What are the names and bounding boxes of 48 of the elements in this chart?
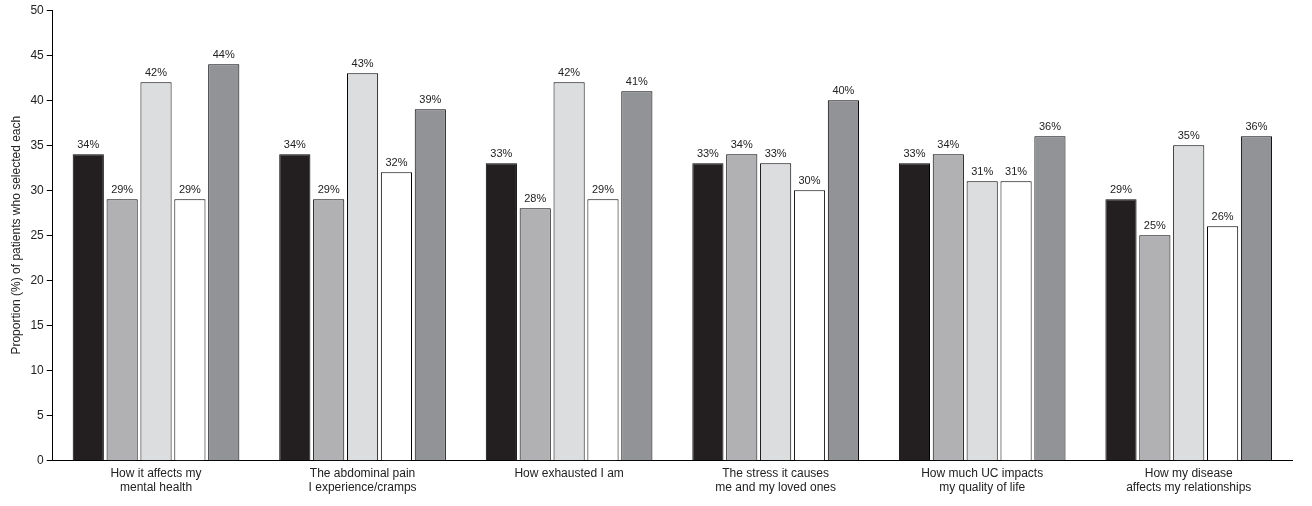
y-tick-label: 25 xyxy=(30,227,45,242)
y-tick-label: 45 xyxy=(30,47,45,62)
data-label: 36% xyxy=(1038,119,1062,132)
data-label: 33% xyxy=(903,146,926,159)
data-label: 35% xyxy=(1177,128,1200,141)
data-label: 31% xyxy=(971,164,994,177)
data-label: 29% xyxy=(317,182,340,195)
y-tick-label: 30 xyxy=(30,182,45,197)
data-label: 34% xyxy=(937,137,960,150)
y-tick-label: 40 xyxy=(30,92,45,107)
data-label: 28% xyxy=(524,191,547,204)
data-label: 29% xyxy=(591,182,615,195)
data-label: 44% xyxy=(212,47,235,60)
data-label: 25% xyxy=(1143,218,1167,231)
y-tick-label: 20 xyxy=(30,272,45,287)
y-tick-label: 5 xyxy=(37,407,45,422)
y-tick-label: 35 xyxy=(30,137,45,152)
x-tick-label: How exhausted I am xyxy=(514,465,624,480)
data-label: 33% xyxy=(696,146,720,159)
data-label: 40% xyxy=(832,83,855,96)
data-label: 29% xyxy=(178,182,202,195)
data-label: 32% xyxy=(385,155,408,168)
y-tick-label: 15 xyxy=(30,317,45,332)
x-tick-label: How my disease affects my relationships xyxy=(1126,465,1252,495)
y-tick-label: 10 xyxy=(30,362,45,377)
y-tick-label: 0 xyxy=(37,452,45,467)
y-tick-label: 50 xyxy=(30,2,45,17)
data-label: 34% xyxy=(283,137,307,150)
data-label: 34% xyxy=(77,137,100,150)
data-label: 34% xyxy=(730,137,753,150)
data-label: 43% xyxy=(351,56,374,69)
data-label: 41% xyxy=(625,74,649,87)
data-label: 33% xyxy=(764,146,787,159)
data-label: 36% xyxy=(1245,119,1268,132)
data-label: 31% xyxy=(1005,164,1028,177)
data-label: 29% xyxy=(111,182,134,195)
x-tick-label: How it affects my mental health xyxy=(110,465,202,495)
x-tick-label: The abdominal pain I experience/cramps xyxy=(308,465,417,495)
data-label: 30% xyxy=(798,173,821,186)
x-tick-label: How much UC impacts my quality of life xyxy=(921,465,1044,495)
data-label: 39% xyxy=(419,92,442,105)
x-tick-label: The stress it causes me and my loved ones xyxy=(715,465,837,495)
y-axis-title: Proportion (%) of patients who selected each xyxy=(8,115,23,355)
data-label: 33% xyxy=(490,146,513,159)
data-label: 26% xyxy=(1211,209,1234,222)
data-label: 42% xyxy=(145,65,168,78)
data-label: 29% xyxy=(1109,182,1133,195)
data-label: 42% xyxy=(558,65,581,78)
